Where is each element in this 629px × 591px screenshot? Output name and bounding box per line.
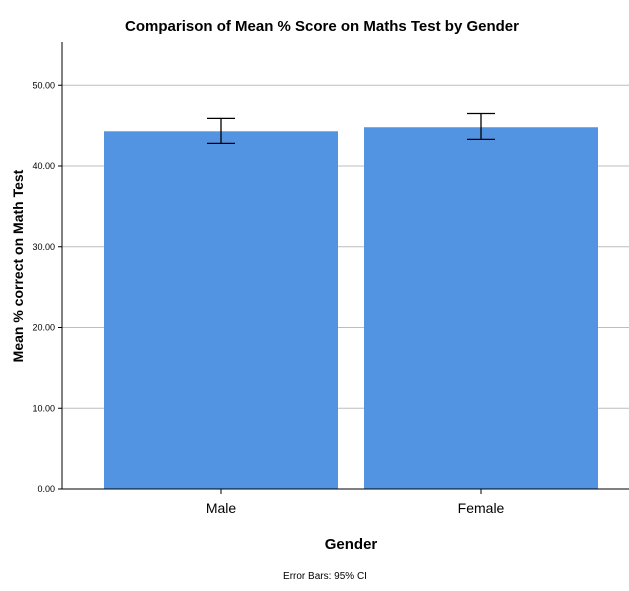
error-bars-footnote: Error Bars: 95% CI (283, 571, 367, 582)
y-tick-label: 10.00 (32, 403, 55, 413)
chart-title: Comparison of Mean % Score on Maths Test… (125, 18, 519, 35)
y-tick-label: 50.00 (32, 80, 55, 90)
error-bar-female (467, 112, 495, 141)
y-tick-label: 0.00 (37, 484, 55, 494)
xtick-layer: Male Female (206, 489, 505, 516)
errorbar-layer (207, 112, 495, 145)
error-bar-male (207, 117, 235, 145)
x-axis-label: Gender (325, 536, 378, 553)
bar-male (104, 131, 338, 489)
x-tick-label-female: Female (458, 500, 505, 516)
axis-layer (61, 42, 629, 490)
x-tick-label-male: Male (206, 500, 237, 516)
bar-female (364, 127, 598, 490)
y-tick-label: 40.00 (32, 161, 55, 171)
y-axis-label: Mean % correct on Math Test (10, 169, 26, 362)
y-tick-label: 30.00 (32, 242, 55, 252)
ytick-layer: 0.00 10.00 20.00 30.00 40.00 50.00 (32, 80, 62, 494)
bar-layer (104, 127, 598, 490)
y-tick-label: 20.00 (32, 323, 55, 333)
